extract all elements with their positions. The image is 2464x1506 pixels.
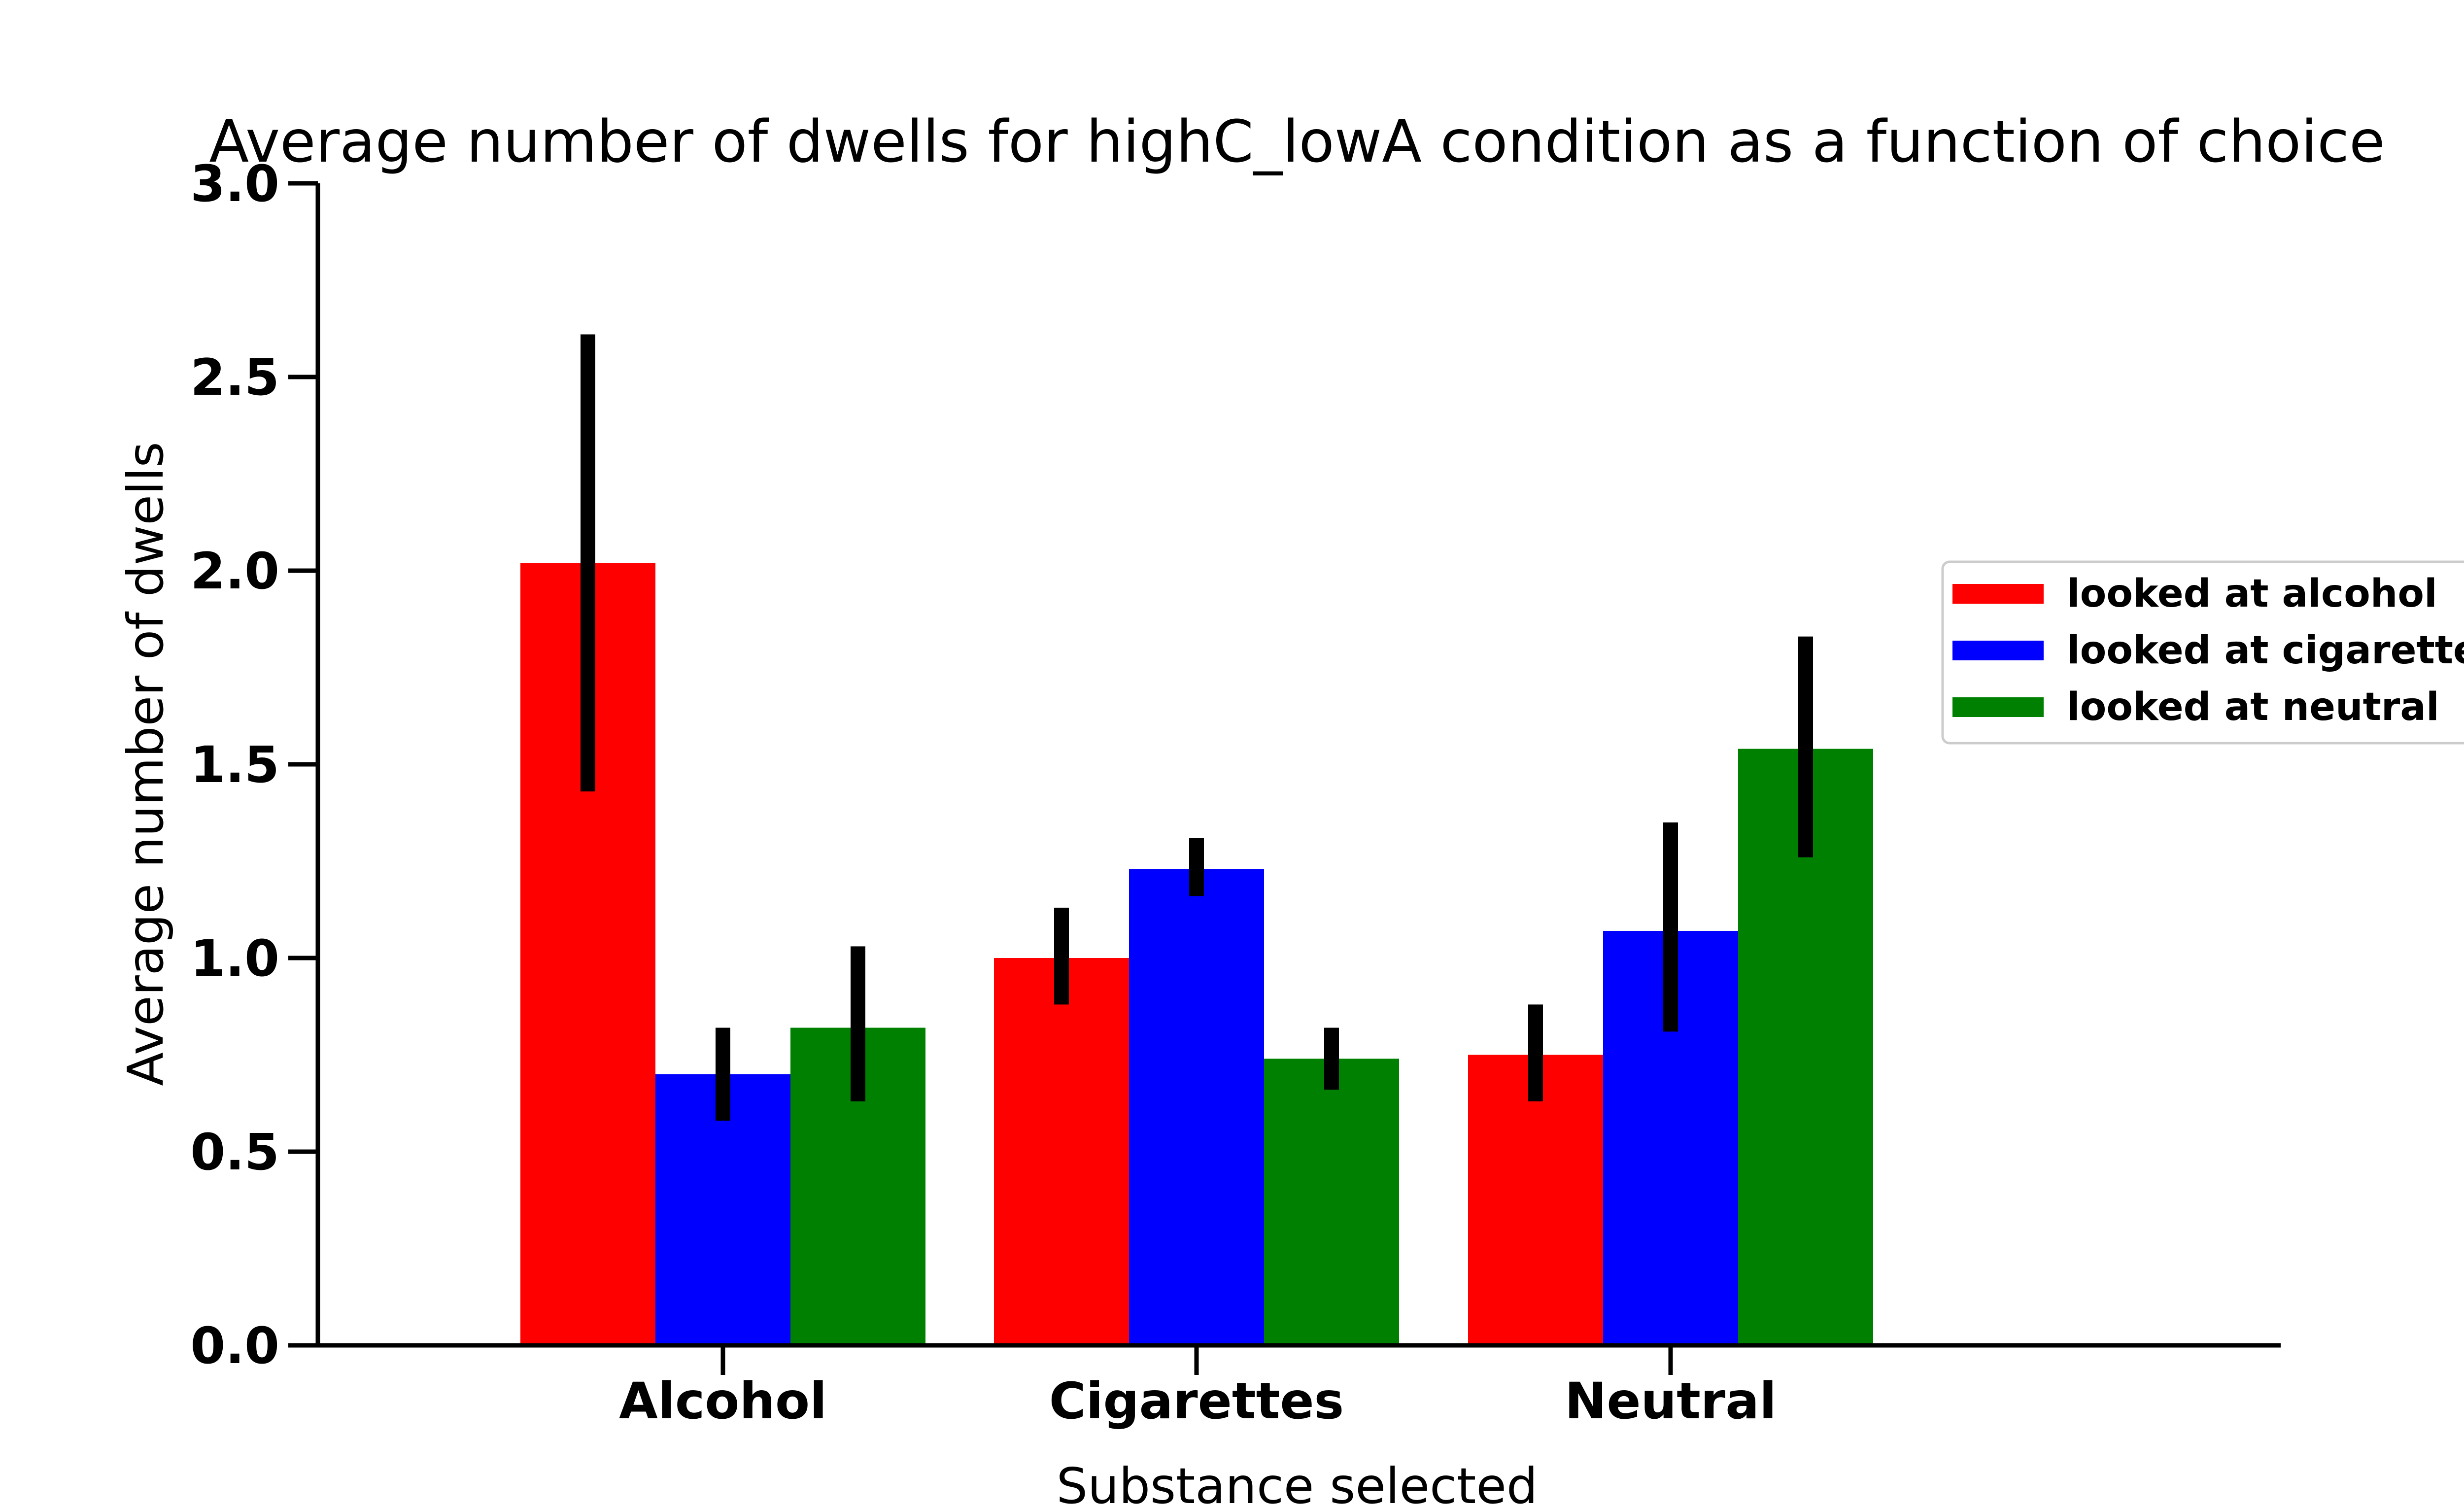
bar-2-0 xyxy=(1468,1055,1603,1345)
legend-box xyxy=(1941,560,2464,745)
bar-1-2 xyxy=(1264,1059,1399,1345)
x-tick-label-2: Neutral xyxy=(1565,1372,1777,1431)
axes-group: 0.0 0.5 1.0 1.5 2.0 2.5 3.0 Alcohol Cigarettes Ne… xyxy=(190,155,2281,1431)
x-axis-label: Substance selected xyxy=(1057,1457,1538,1506)
y-tick-label-2: 1.0 xyxy=(190,929,279,988)
legend-label-1: looked at cigarettes xyxy=(2067,628,2464,673)
legend: looked at alcohol looked at cigarettes loo… xyxy=(1941,560,2464,745)
y-tick-label-3: 1.5 xyxy=(190,736,279,794)
y-tick-label-5: 2.5 xyxy=(190,348,279,407)
legend-swatch-1 xyxy=(1952,641,2044,660)
x-tick-label-0: Alcohol xyxy=(619,1372,827,1431)
y-tick-label-4: 2.0 xyxy=(190,542,279,601)
y-axis-label: Average number of dwells xyxy=(117,442,174,1086)
legend-label-2: looked at neutral xyxy=(2067,685,2439,729)
x-tick-label-1: Cigarettes xyxy=(1049,1372,1344,1431)
legend-swatch-2 xyxy=(1952,697,2044,717)
y-tick-label-1: 0.5 xyxy=(190,1123,279,1182)
bar-1-0 xyxy=(994,958,1129,1345)
legend-swatch-0 xyxy=(1952,584,2044,604)
y-tick-label-6: 3.0 xyxy=(190,155,279,213)
legend-label-0: looked at alcohol xyxy=(2067,572,2437,616)
y-tick-label-0: 0.0 xyxy=(190,1317,279,1375)
bars-group xyxy=(520,563,1873,1345)
bar-1-1 xyxy=(1129,869,1264,1345)
error-bars-group xyxy=(581,334,1813,1121)
chart-title: Average number of dwells for highC_lowA … xyxy=(209,107,2385,175)
